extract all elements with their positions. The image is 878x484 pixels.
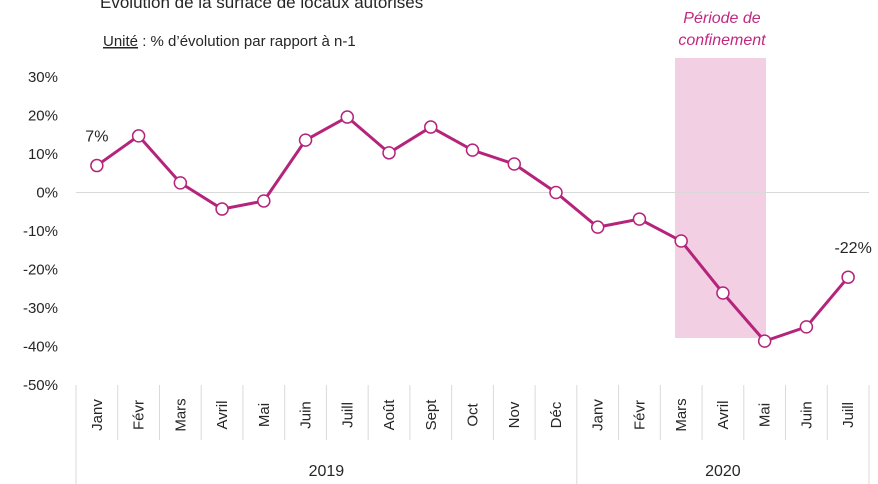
point bbox=[465, 143, 480, 157]
point bbox=[382, 146, 396, 160]
point bbox=[90, 158, 104, 173]
x-tick-label: Mars bbox=[673, 398, 690, 431]
point bbox=[340, 110, 355, 124]
x-tick-label: Févr bbox=[631, 400, 648, 430]
y-tick-label: -20% bbox=[23, 262, 58, 279]
x-tick-label: Janv bbox=[590, 399, 607, 431]
point bbox=[674, 234, 688, 248]
y-tick-label: 0% bbox=[36, 185, 58, 202]
y-tick-label: -10% bbox=[23, 223, 58, 240]
point bbox=[757, 334, 772, 348]
x-tick-label: Sept bbox=[423, 399, 440, 431]
x-tick-label: Juill bbox=[339, 402, 356, 428]
point bbox=[590, 220, 605, 234]
data-label: -22% bbox=[834, 240, 871, 257]
x-tick-label: Avril bbox=[214, 401, 231, 430]
x-tick-label: Mars bbox=[172, 398, 189, 431]
x-tick-label: Nov bbox=[506, 401, 523, 428]
point bbox=[131, 129, 146, 143]
x-tick-label: Juin bbox=[298, 401, 315, 429]
x-tick-label: Janv bbox=[89, 399, 106, 431]
point bbox=[173, 176, 188, 190]
point bbox=[632, 212, 647, 226]
y-tick-label: 10% bbox=[28, 146, 58, 163]
y-tick-label: -40% bbox=[23, 339, 58, 356]
year-label: 2019 bbox=[309, 463, 345, 480]
y-tick-label: 30% bbox=[28, 69, 58, 86]
x-tick-label: Juin bbox=[798, 401, 815, 429]
point bbox=[298, 133, 313, 147]
x-tick-label: Août bbox=[381, 399, 398, 431]
subtitle-label: Unité bbox=[103, 33, 138, 50]
y-tick-label: -50% bbox=[23, 377, 58, 394]
x-tick-label: Févr bbox=[131, 400, 148, 430]
point bbox=[841, 270, 855, 284]
subtitle: Unité : % d’évolution par rapport à n-1 bbox=[103, 33, 356, 50]
point bbox=[215, 202, 229, 216]
point bbox=[799, 320, 814, 334]
y-tick-label: -30% bbox=[23, 300, 58, 317]
annotation: Période de confinement bbox=[678, 10, 766, 49]
point bbox=[507, 157, 521, 171]
x-tick-label: Juill bbox=[840, 402, 857, 428]
y-tick-label: 20% bbox=[28, 108, 58, 125]
x-tick-label: Oct bbox=[465, 403, 482, 427]
point bbox=[549, 185, 563, 200]
data-label: 7% bbox=[85, 129, 108, 146]
x-tick-label: Avril bbox=[715, 401, 732, 430]
chart-title: Évolution de la surface de locaux autori… bbox=[100, 0, 423, 12]
point bbox=[716, 286, 730, 300]
point bbox=[424, 120, 438, 134]
x-tick-label: Déc bbox=[548, 401, 565, 428]
point bbox=[257, 194, 271, 208]
year-label: 2020 bbox=[705, 463, 741, 480]
subtitle-text: : % d’évolution par rapport à n-1 bbox=[138, 33, 356, 50]
x-tick-label: Mai bbox=[256, 403, 273, 427]
x-tick-label: Mai bbox=[757, 403, 774, 427]
